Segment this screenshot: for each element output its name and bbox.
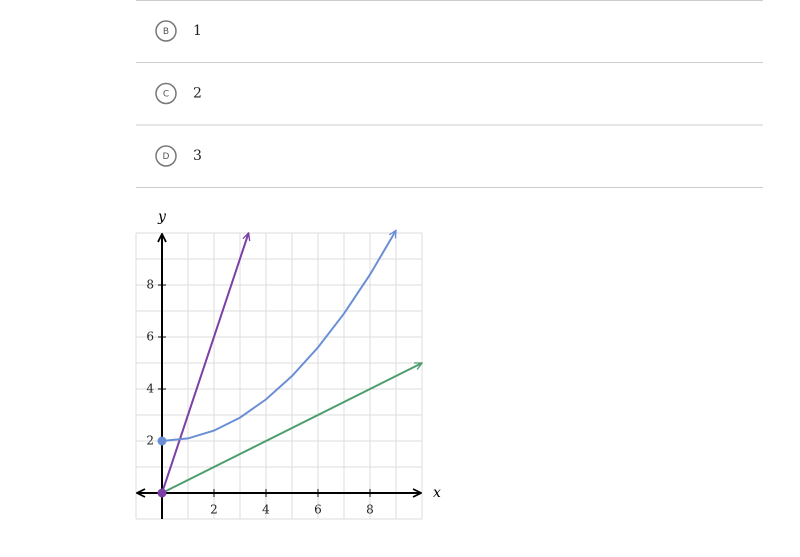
choice-letter: B (163, 27, 169, 37)
start-point (157, 488, 167, 498)
choice-row[interactable] (136, 125, 763, 187)
y-tick-label: 4 (146, 382, 154, 396)
y-tick-label: 8 (146, 278, 154, 292)
y-tick-label: 2 (146, 434, 154, 448)
x-tick-label: 8 (366, 503, 374, 517)
y-tick-label: 6 (146, 330, 154, 344)
choice-text: 3 (193, 148, 202, 164)
choice-bubble[interactable] (155, 82, 177, 105)
start-point (157, 436, 167, 446)
x-tick-label: 2 (210, 503, 218, 517)
x-tick-label: 6 (314, 503, 322, 517)
choice-letter: D (163, 152, 170, 162)
choice-letter: C (163, 90, 169, 100)
curve (161, 362, 422, 494)
choice-text: 2 (193, 86, 202, 102)
curve (161, 233, 249, 494)
choice-row[interactable] (136, 0, 763, 62)
curve (161, 230, 397, 442)
choice-bubble[interactable] (155, 145, 177, 167)
choice-bubble[interactable] (155, 20, 177, 42)
choice-text: 1 (193, 23, 202, 39)
y-axis-label: y (157, 209, 167, 225)
x-axis-label: x (433, 485, 441, 501)
choice-row[interactable] (136, 63, 763, 125)
x-tick-label: 4 (262, 503, 270, 517)
